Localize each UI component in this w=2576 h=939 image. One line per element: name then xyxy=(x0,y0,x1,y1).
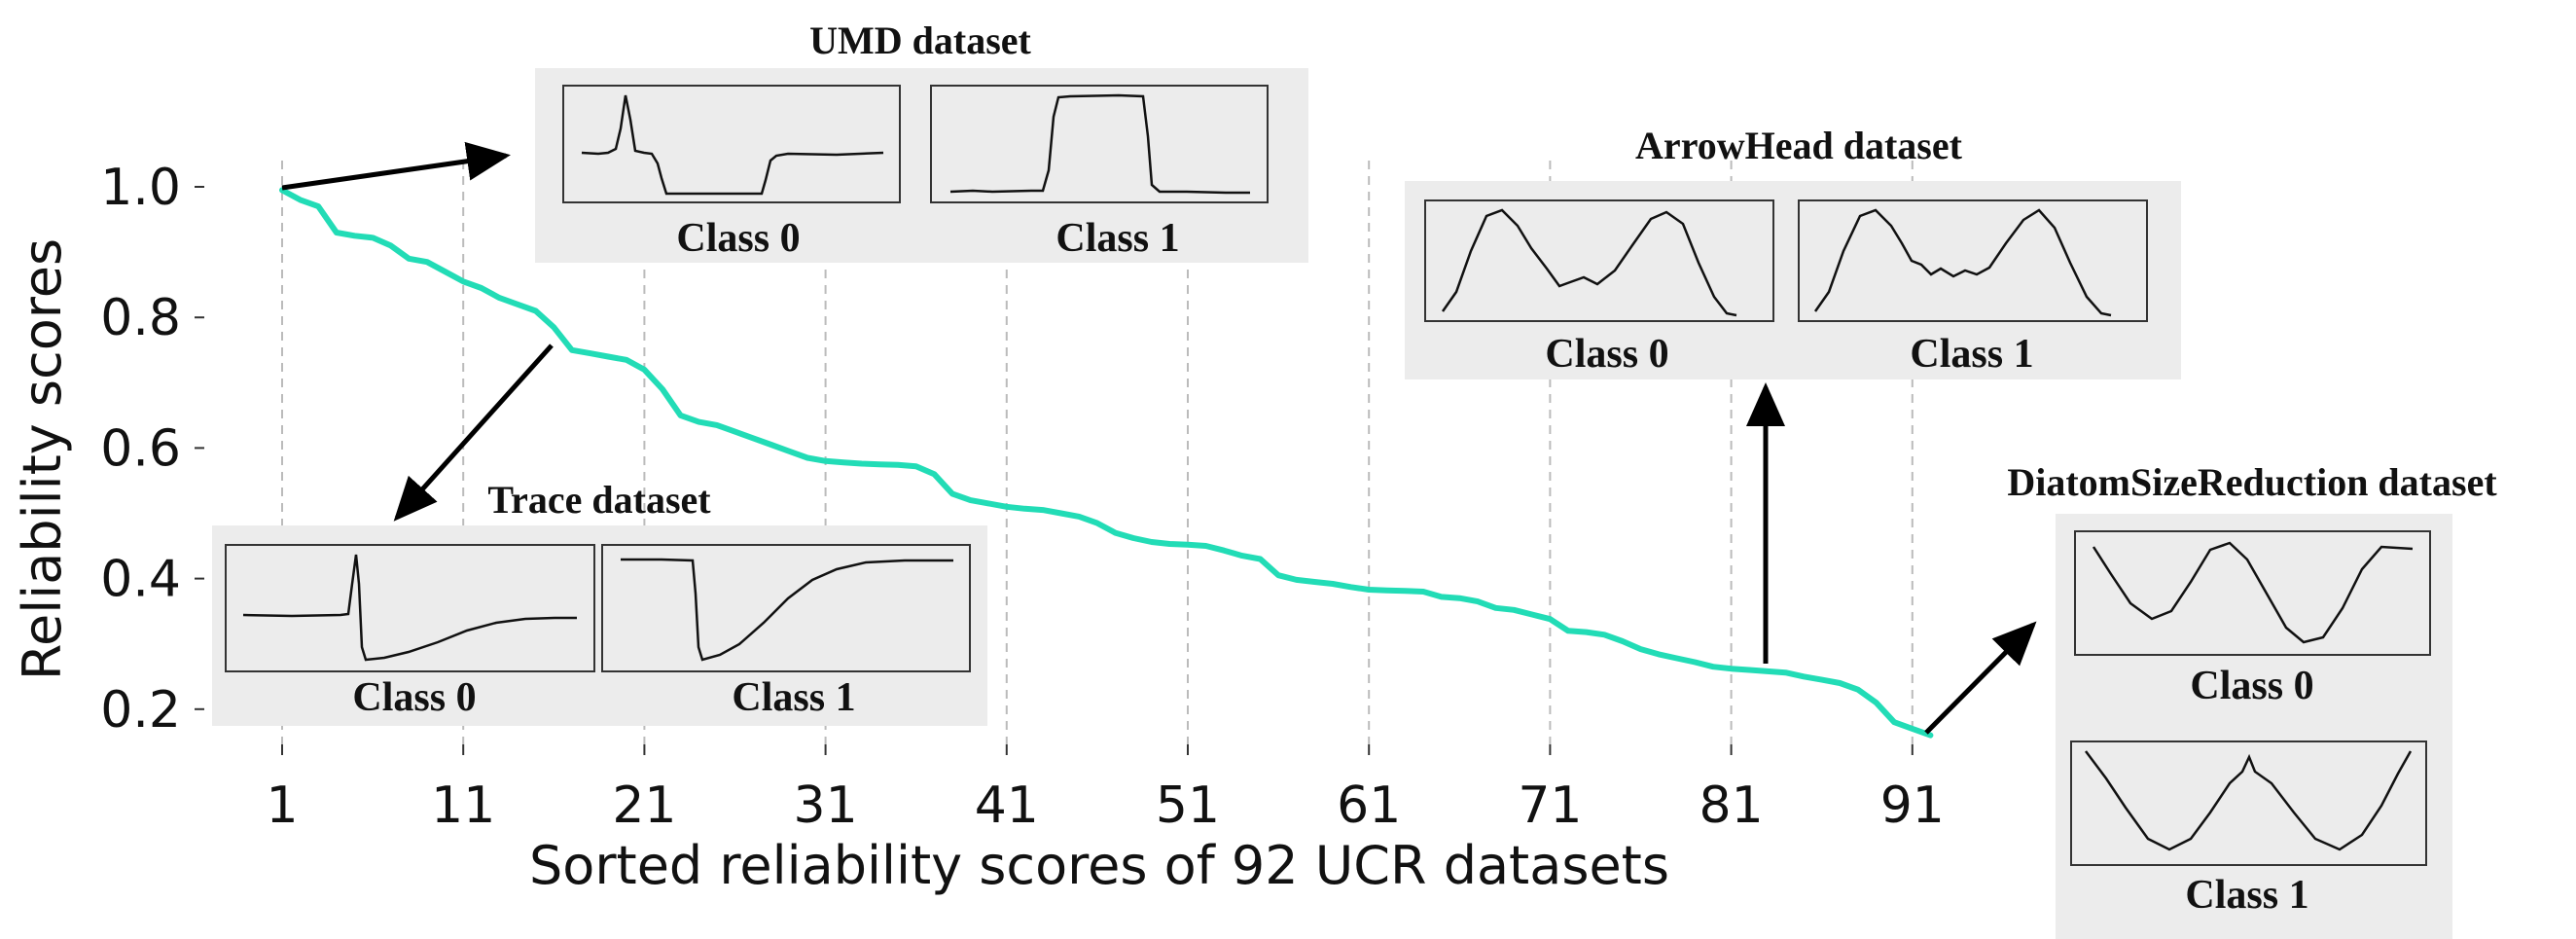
umd-inset: UMD dataset Class 0 Class 1 xyxy=(535,18,1308,263)
arrowhead-class0-curve xyxy=(1441,208,1737,317)
diatom-class1-label: Class 1 xyxy=(2185,873,2308,918)
trace-class0-curve xyxy=(242,554,577,662)
arrowhead-class1-plot-frame xyxy=(1798,199,2148,322)
diatom-inset: DiatomSizeReduction dataset Class 0 Clas… xyxy=(2007,460,2497,939)
umd-arrow xyxy=(281,141,511,191)
y-axis-title: Reliability scores xyxy=(12,238,73,680)
x-tick-label: 51 xyxy=(1156,776,1220,835)
diatom-class1-curve xyxy=(2085,750,2413,851)
trace-class0-plot-frame xyxy=(225,544,595,672)
diatom-class0-label: Class 0 xyxy=(2190,664,2313,708)
x-axis: 1 11 21 31 41 51 61 71 81 91 xyxy=(266,744,1945,835)
x-tick-label: 1 xyxy=(266,776,298,835)
arrowhead-inset: ArrowHead dataset Class 0 Class 1 xyxy=(1405,124,2181,379)
trace-class0-label: Class 0 xyxy=(352,675,476,720)
umd-class1-plot-frame xyxy=(930,85,1269,203)
umd-class0-label: Class 0 xyxy=(676,216,800,261)
umd-class0-curve xyxy=(581,94,884,196)
diatom-arrow xyxy=(1924,621,2037,735)
x-tick-label: 81 xyxy=(1699,776,1764,835)
umd-class0-plot-frame xyxy=(562,85,901,203)
y-tick-label: 0.2 xyxy=(100,681,181,740)
x-tick-label: 11 xyxy=(431,776,495,835)
diatom-inset-title: DiatomSizeReduction dataset xyxy=(2007,460,2497,504)
x-tick-label: 21 xyxy=(612,776,676,835)
y-tick-label: 1.0 xyxy=(100,159,181,217)
x-tick-label: 91 xyxy=(1880,776,1945,835)
trace-class1-curve xyxy=(621,558,953,662)
trace-inset-title: Trace dataset xyxy=(487,478,711,522)
umd-inset-title: UMD dataset xyxy=(809,18,1031,62)
arrowhead-class1-label: Class 1 xyxy=(1910,332,2033,377)
trace-inset: Trace dataset Class 0 Class 1 xyxy=(212,478,987,726)
diatom-class0-plot-frame xyxy=(2074,530,2431,656)
x-axis-title: Sorted reliability scores of 92 UCR data… xyxy=(529,835,1669,896)
trace-class1-label: Class 1 xyxy=(732,675,855,720)
diatom-class0-curve xyxy=(2092,541,2414,644)
y-tick-label: 0.8 xyxy=(100,289,181,347)
umd-inset-background xyxy=(535,68,1308,263)
trace-inset-background xyxy=(212,525,987,726)
x-tick-label: 61 xyxy=(1337,776,1401,835)
umd-class1-curve xyxy=(949,93,1250,195)
arrowhead-inset-title: ArrowHead dataset xyxy=(1635,124,1963,167)
trace-arrow xyxy=(393,343,554,522)
y-tick-label: 0.6 xyxy=(100,419,181,478)
series-line-reliability xyxy=(279,187,1934,739)
x-tick-label: 41 xyxy=(975,776,1039,835)
diatom-class1-plot-frame xyxy=(2070,740,2427,866)
y-tick-label: 0.4 xyxy=(100,551,181,609)
arrowhead-class0-label: Class 0 xyxy=(1545,332,1668,377)
x-tick-label: 31 xyxy=(794,776,858,835)
arrowhead-class0-plot-frame xyxy=(1424,199,1774,322)
series-group xyxy=(279,187,1934,739)
x-tick-label: 71 xyxy=(1518,776,1582,835)
umd-class1-label: Class 1 xyxy=(1055,216,1179,261)
y-axis: 0.2 0.4 0.6 0.8 1.0 xyxy=(100,159,204,740)
diatom-inset-background xyxy=(2056,514,2452,939)
trace-class1-plot-frame xyxy=(601,544,971,672)
arrowhead-class1-curve xyxy=(1813,208,2112,317)
arrowhead-inset-background xyxy=(1405,181,2181,379)
